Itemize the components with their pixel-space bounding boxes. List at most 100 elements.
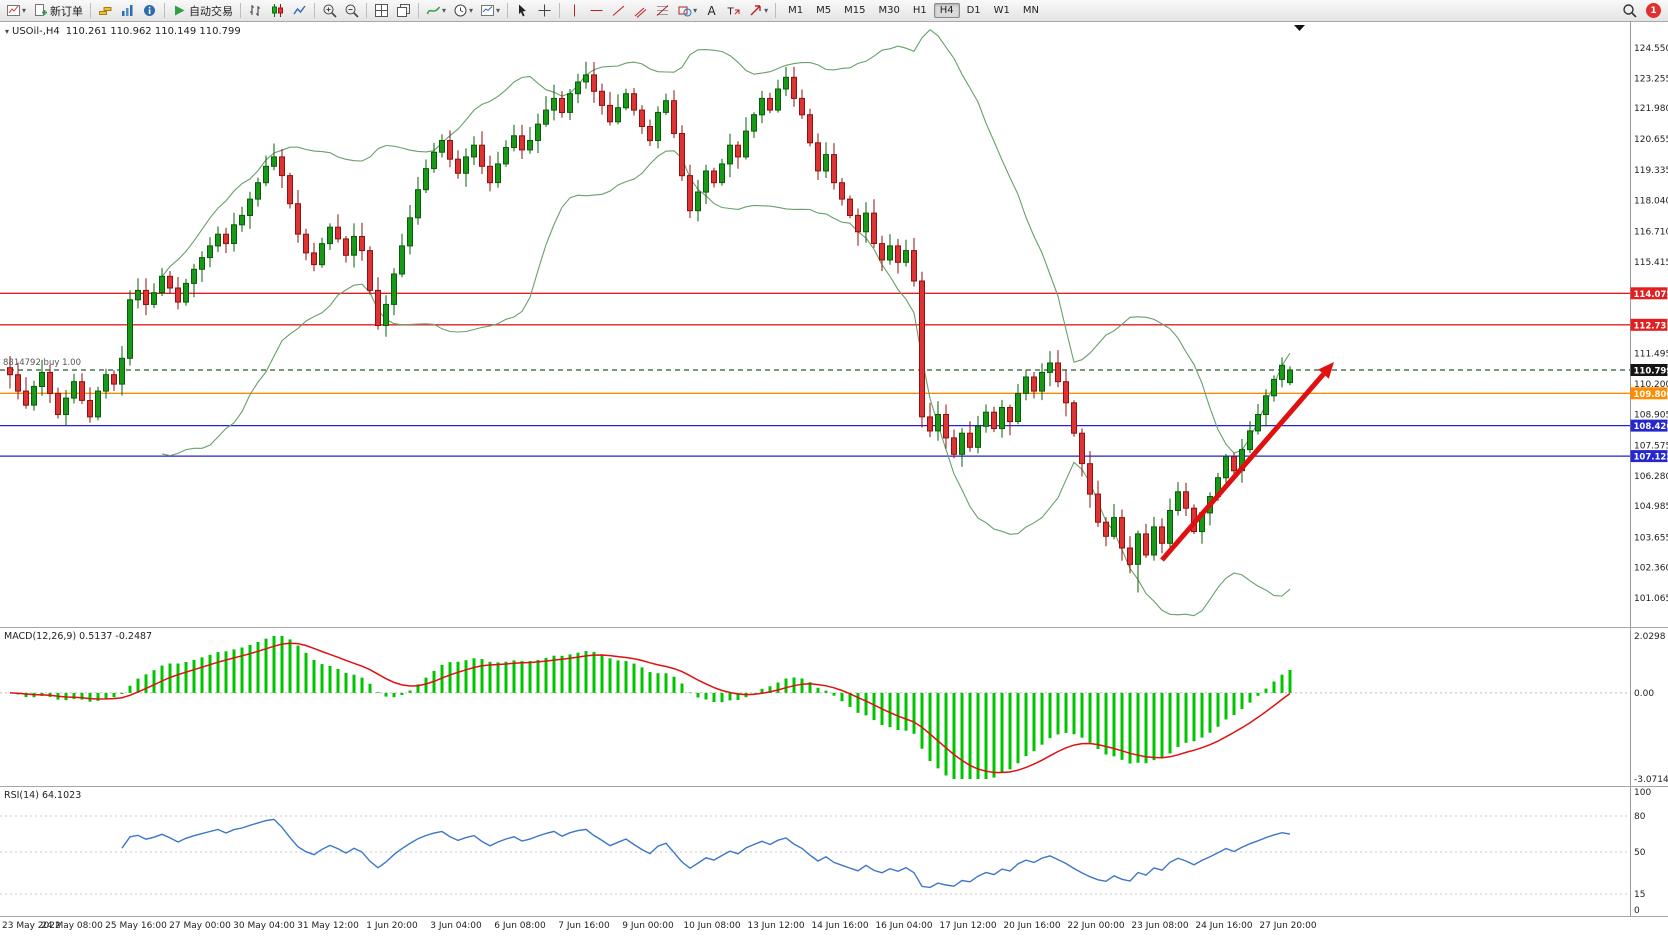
vline-button[interactable] bbox=[564, 1, 585, 20]
text-button[interactable]: A bbox=[701, 1, 722, 20]
toolbar-separator bbox=[90, 3, 92, 18]
text-icon: A bbox=[704, 3, 719, 18]
time-axis-label: 23 Jun 08:00 bbox=[1131, 921, 1188, 931]
timeframe-button-mn[interactable]: MN bbox=[1022, 5, 1040, 16]
cascade-windows-button[interactable] bbox=[393, 1, 414, 20]
timeframe-button-m15[interactable]: M15 bbox=[844, 5, 866, 16]
label-button[interactable]: T bbox=[723, 1, 744, 20]
toolbar-separator bbox=[775, 3, 777, 18]
svg-text:110.200: 110.200 bbox=[1634, 380, 1668, 390]
rsi-indicator-label: RSI(14) 64.1023 bbox=[4, 790, 82, 801]
timeframe-button-m30[interactable]: M30 bbox=[878, 5, 900, 16]
toolbar-separator bbox=[314, 3, 316, 18]
channel-button[interactable] bbox=[630, 1, 651, 20]
hline-button[interactable] bbox=[586, 1, 607, 20]
dropdown-caret-icon: ▾ bbox=[442, 6, 447, 15]
dropdown-caret-icon: ▾ bbox=[764, 6, 769, 15]
macd-axis-label: -3.0714 bbox=[1634, 775, 1668, 785]
candlesticks bbox=[7, 61, 1293, 593]
time-axis-label: 17 Jun 12:00 bbox=[939, 921, 996, 931]
svg-text:T: T bbox=[727, 7, 735, 18]
time-axis-label: 24 Jun 16:00 bbox=[1195, 921, 1252, 931]
notification-badge[interactable]: 1 bbox=[1646, 3, 1661, 18]
timeframe-button-h1[interactable]: H1 bbox=[912, 5, 927, 16]
cursor-button[interactable] bbox=[512, 1, 533, 20]
trendline-button[interactable] bbox=[608, 1, 629, 20]
search-button[interactable] bbox=[1619, 1, 1640, 20]
timeframe-button-h4[interactable]: H4 bbox=[933, 3, 960, 18]
zoom-in-button[interactable] bbox=[319, 1, 340, 20]
toolbar-separator bbox=[507, 3, 509, 18]
rsi-axis-label: 100 bbox=[1634, 788, 1651, 798]
svg-text:112.731: 112.731 bbox=[1634, 321, 1668, 331]
timeframe-button-m5[interactable]: M5 bbox=[816, 5, 832, 16]
time-axis-label: 16 Jun 04:00 bbox=[875, 921, 932, 931]
macd-signal-line bbox=[9, 642, 1291, 774]
svg-text:120.655: 120.655 bbox=[1634, 135, 1668, 145]
label-icon: T bbox=[726, 3, 741, 18]
zoom-in-icon bbox=[322, 3, 337, 18]
bollinger-bands bbox=[161, 28, 1291, 617]
timeframe-button-w1[interactable]: W1 bbox=[993, 5, 1010, 16]
trendline-icon bbox=[611, 3, 626, 18]
svg-text:123.255: 123.255 bbox=[1634, 74, 1668, 84]
timeframe-button-d1[interactable]: D1 bbox=[966, 5, 981, 16]
indicators-icon bbox=[426, 3, 441, 18]
channel-icon bbox=[633, 3, 648, 18]
timeframe-button-m1[interactable]: M1 bbox=[788, 5, 804, 16]
macd-axis-label: 0.00 bbox=[1634, 689, 1654, 699]
macd-axis-label: 2.0298 bbox=[1634, 632, 1666, 642]
time-axis-label: 27 Jun 20:00 bbox=[1259, 921, 1316, 931]
svg-text:107.575: 107.575 bbox=[1634, 442, 1668, 452]
svg-text:103.655: 103.655 bbox=[1634, 533, 1668, 543]
tile-windows-icon bbox=[374, 3, 389, 18]
time-axis-label: 10 Jun 08:00 bbox=[683, 921, 740, 931]
svg-text:108.905: 108.905 bbox=[1634, 410, 1668, 420]
arrows-button[interactable]: ▾ bbox=[745, 1, 771, 20]
quotes-icon bbox=[98, 3, 113, 18]
dropdown-caret-icon: ▾ bbox=[22, 6, 27, 15]
trend-arrow-annotation bbox=[1160, 362, 1334, 562]
info-button[interactable] bbox=[139, 1, 160, 20]
time-axis-label: 14 Jun 16:00 bbox=[811, 921, 868, 931]
vline-icon bbox=[567, 3, 582, 18]
indicators-button[interactable]: ▾ bbox=[423, 1, 449, 20]
price-axis[interactable]: 124.550 123.255 121.980 120.655 119.335 118.0… bbox=[1630, 44, 1668, 604]
tile-windows-button[interactable] bbox=[371, 1, 392, 20]
periods-icon bbox=[453, 3, 468, 18]
svg-text:109.806: 109.806 bbox=[1634, 390, 1668, 400]
candles-chart-button[interactable] bbox=[267, 1, 288, 20]
line-chart-button[interactable] bbox=[289, 1, 310, 20]
search-icon bbox=[1622, 3, 1637, 18]
symbol-dropdown-icon[interactable]: ▾ bbox=[5, 27, 10, 36]
new-order-button[interactable]: 新订单 bbox=[30, 1, 86, 20]
time-axis-label: 9 Jun 00:00 bbox=[622, 921, 674, 931]
crosshair-icon bbox=[537, 3, 552, 18]
scroll-to-end-marker bbox=[1294, 25, 1305, 31]
quotes-button[interactable] bbox=[95, 1, 116, 20]
shapes-button[interactable]: ▾ bbox=[674, 1, 700, 20]
market-watch-button[interactable] bbox=[117, 1, 138, 20]
hline-icon bbox=[589, 3, 604, 18]
svg-text:104.985: 104.985 bbox=[1634, 502, 1668, 512]
play-button[interactable]: 自动交易 bbox=[169, 1, 236, 20]
new-chart-icon bbox=[6, 3, 21, 18]
market-watch-icon bbox=[120, 3, 135, 18]
bars-chart-button[interactable] bbox=[245, 1, 266, 20]
new-chart-button[interactable]: ▾ bbox=[3, 1, 29, 20]
dropdown-caret-icon: ▾ bbox=[469, 6, 474, 15]
zoom-out-icon bbox=[344, 3, 359, 18]
crosshair-button[interactable] bbox=[534, 1, 555, 20]
svg-text:111.495: 111.495 bbox=[1634, 350, 1668, 360]
macd-indicator-label: MACD(12,26,9) 0.5137 -0.2487 bbox=[4, 631, 153, 642]
line-chart-icon bbox=[292, 3, 307, 18]
rsi-axis-label: 15 bbox=[1634, 890, 1645, 900]
zoom-out-button[interactable] bbox=[341, 1, 362, 20]
periods-button[interactable]: ▾ bbox=[450, 1, 476, 20]
fibonacci-button[interactable] bbox=[652, 1, 673, 20]
templates-button[interactable]: ▾ bbox=[477, 1, 503, 20]
toolbar-separator bbox=[366, 3, 368, 18]
time-axis-label: 3 Jun 04:00 bbox=[430, 921, 482, 931]
